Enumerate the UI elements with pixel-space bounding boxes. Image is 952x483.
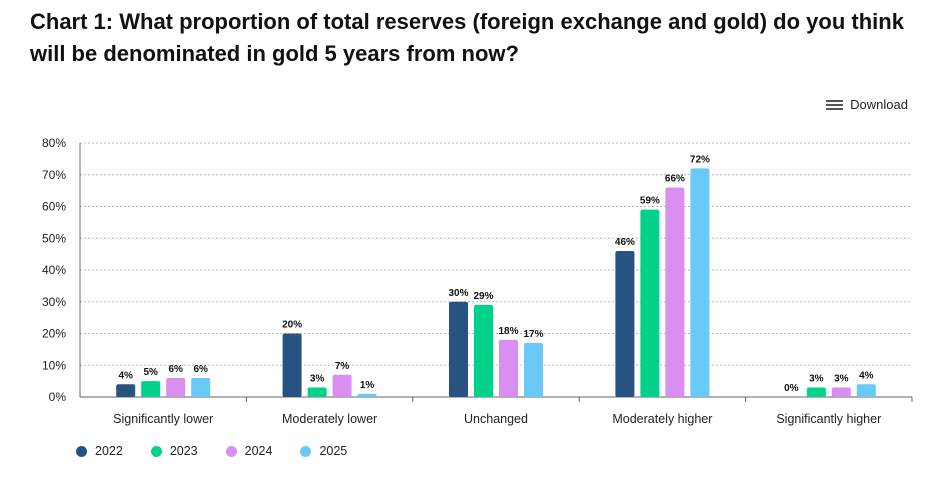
legend-item-2025[interactable]: 2025 [300,444,347,458]
bar-2025-moderately-higher [690,168,710,397]
bar-2022-significantly-lower [116,384,136,397]
legend-label-2025: 2025 [319,444,348,458]
x-category-label: Significantly higher [776,412,881,426]
legend-item-2024[interactable]: 2024 [225,444,273,458]
legend-marker-2023 [150,445,162,457]
bar-2025-significantly-lower [191,377,211,397]
y-tick-label: 70% [42,168,66,182]
legend-marker-2024 [225,445,237,457]
y-tick-label: 20% [42,327,66,341]
bar-2023-significantly-higher [806,387,826,397]
y-tick-label: 0% [49,390,67,404]
data-label: 29% [473,291,493,302]
data-label: 6% [193,364,208,375]
chart-title: Chart 1: What proportion of total reserv… [30,9,904,66]
bar-2023-moderately-lower [307,387,327,397]
legend-marker-2022 [76,445,87,457]
data-label: 3% [310,373,325,384]
bar-2024-unchanged [499,339,518,397]
download-label: Download [850,97,908,112]
bar-2022-unchanged [449,301,468,397]
bar-2024-moderately-higher [665,187,685,397]
bar-2024-significantly-lower [166,377,186,397]
data-label: 0% [784,383,799,394]
data-label: 7% [335,361,350,372]
data-label: 46% [615,237,635,248]
data-label: 3% [834,373,849,384]
bar-2023-unchanged [474,304,493,397]
y-tick-label: 30% [42,295,66,309]
data-label: 72% [690,154,710,165]
legend-label-2024: 2024 [244,444,273,458]
data-label: 30% [448,288,468,299]
data-label: 18% [498,326,518,337]
x-category-label: Significantly lower [113,412,213,426]
data-label: 66% [665,173,685,184]
legend-item-2023[interactable]: 2023 [150,444,198,458]
legend-item-2022[interactable]: 2022 [76,444,123,458]
data-label: 3% [809,373,824,384]
bar-2022-moderately-higher [615,250,635,397]
legend-label-2023: 2023 [169,444,198,458]
data-label: 59% [640,196,660,207]
data-label: 4% [859,370,874,381]
menu-icon [826,98,844,112]
bar-2024-significantly-higher [831,387,851,397]
data-label: 4% [118,370,133,381]
data-label: 17% [523,329,543,340]
data-label: 5% [143,367,158,378]
bar-2025-moderately-lower [357,393,377,397]
bar-2024-moderately-lower [332,374,352,397]
legend: 2022 2023 2024 2025 [76,444,347,458]
y-tick-label: 60% [42,200,66,214]
bar-2025-significantly-higher [856,384,876,397]
legend-label-2022: 2022 [95,444,123,458]
bar-2023-significantly-lower [141,381,161,397]
x-category-label: Moderately lower [282,412,377,426]
x-category-label: Moderately higher [612,412,712,426]
data-label: 6% [168,364,183,375]
bar-2022-moderately-lower [282,333,302,397]
data-label: 20% [282,320,302,331]
data-label: 1% [360,380,375,391]
download-button[interactable]: Download [826,97,908,112]
y-tick-label: 80% [42,136,66,150]
bar-2025-unchanged [524,343,543,397]
y-tick-label: 50% [42,231,66,245]
y-tick-label: 10% [42,358,66,372]
x-category-label: Unchanged [464,412,528,426]
legend-marker-2025 [300,445,312,457]
y-tick-label: 40% [42,263,66,277]
bar-2023-moderately-higher [640,209,660,397]
